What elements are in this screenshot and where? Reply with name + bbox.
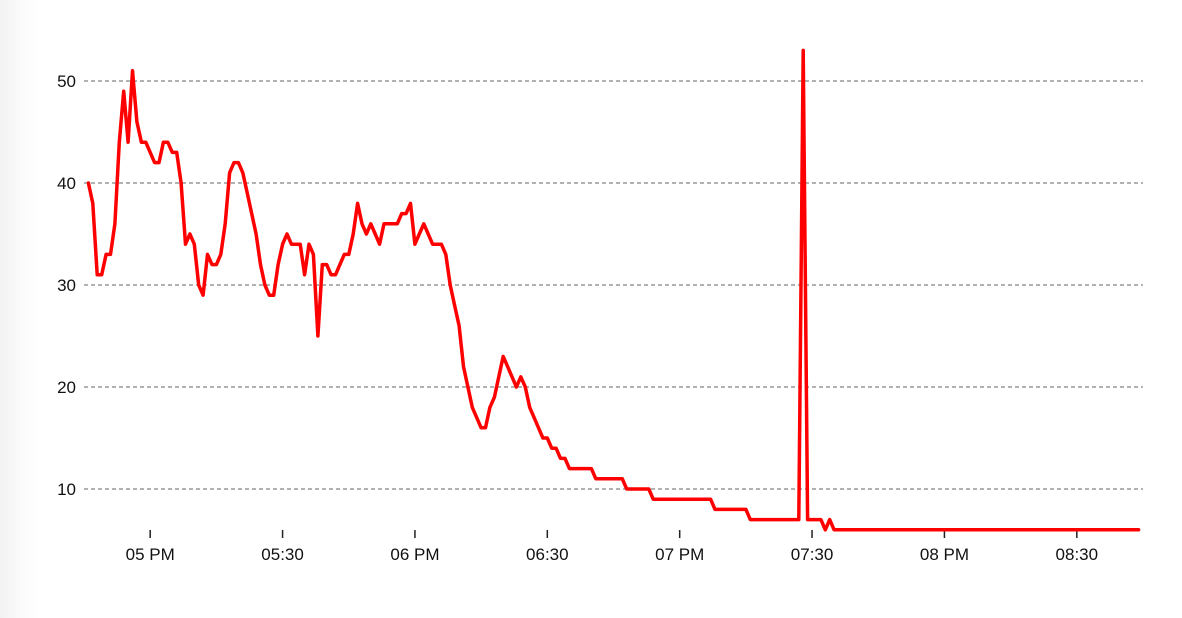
x-tick-label: 05:30: [261, 545, 304, 564]
x-tick-label: 07:30: [791, 545, 834, 564]
series-layer: [86, 48, 1141, 532]
series-line-0: [86, 48, 1141, 532]
x-tick-label: 06 PM: [390, 545, 439, 564]
y-tick-label: 30: [57, 276, 76, 295]
x-axis: 05 PM 05:30 06 PM 06:30 07 PM 07:30 08 PM 08:30: [126, 530, 1098, 564]
y-tick-label: 40: [57, 174, 76, 193]
y-tick-label: 50: [57, 72, 76, 91]
x-tick-label: 06:30: [526, 545, 569, 564]
y-axis: 10 20 30 40 50: [57, 72, 76, 499]
x-tick-label: 08 PM: [920, 545, 969, 564]
x-tick-label: 08:30: [1056, 545, 1099, 564]
y-tick-label: 10: [57, 480, 76, 499]
x-tick-label: 05 PM: [126, 545, 175, 564]
x-tick-label: 07 PM: [655, 545, 704, 564]
y-tick-label: 20: [57, 378, 76, 397]
gridlines: [84, 80, 1143, 490]
